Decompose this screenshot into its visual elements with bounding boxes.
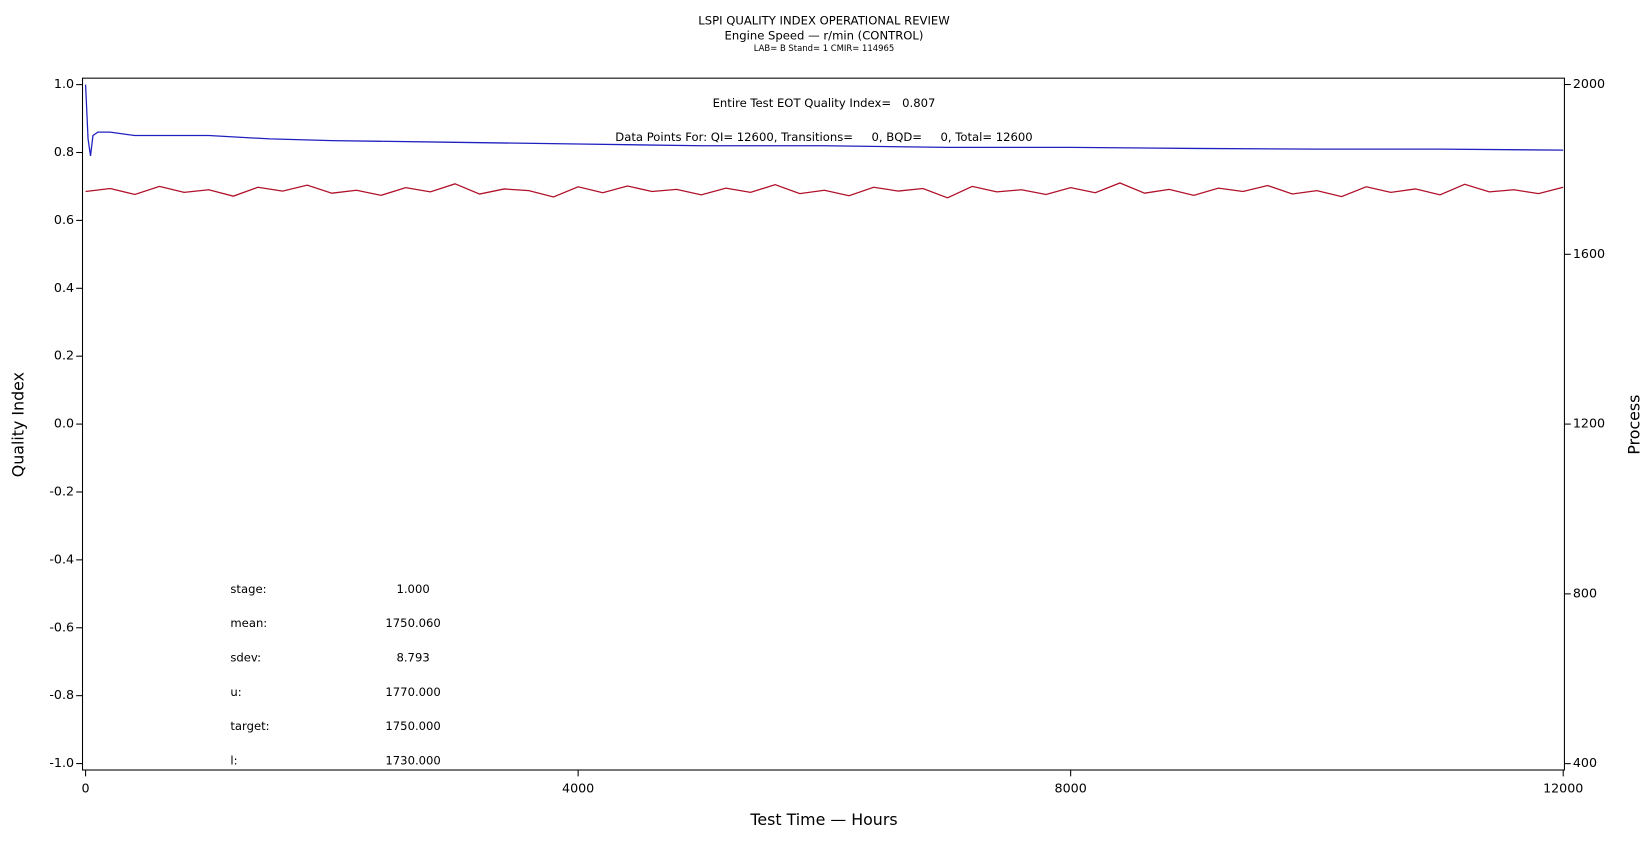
y-tick-label: 1.0 bbox=[54, 76, 74, 91]
y2-tick-label: 400 bbox=[1573, 755, 1597, 770]
y2-tick-label: 2000 bbox=[1573, 76, 1605, 91]
y-tick-label: 0.8 bbox=[54, 144, 74, 159]
x-tick-label: 4000 bbox=[562, 781, 594, 796]
y-tick-label: 0.6 bbox=[54, 212, 74, 227]
stat-label: stage: bbox=[230, 582, 266, 596]
annotation: Data Points For: QI= 12600, Transitions=… bbox=[615, 130, 1032, 144]
stat-label: sdev: bbox=[230, 651, 261, 665]
chart-subtitle: LAB= B Stand= 1 CMIR= 114965 bbox=[754, 43, 895, 53]
y-tick-label: -0.4 bbox=[49, 551, 74, 566]
chart-subtitle: Engine Speed — r/min (CONTROL) bbox=[725, 28, 924, 42]
stat-label: target: bbox=[230, 719, 269, 733]
y-tick-label: 0.4 bbox=[54, 280, 74, 295]
data-line bbox=[85, 182, 1564, 199]
stat-label: mean: bbox=[230, 616, 267, 630]
data-line bbox=[84, 84, 1564, 156]
y-tick-label: -0.2 bbox=[49, 483, 74, 498]
stat-label: u: bbox=[230, 685, 241, 699]
y2-axis-title: Process bbox=[1625, 395, 1644, 455]
stat-value: 1.000 bbox=[396, 582, 429, 596]
x-tick-label: 8000 bbox=[1055, 781, 1087, 796]
x-tick-label: 0 bbox=[82, 781, 90, 796]
stat-value: 1750.000 bbox=[385, 719, 440, 733]
y-tick-label: -0.6 bbox=[49, 619, 74, 634]
y-tick-label: 0.2 bbox=[54, 348, 74, 363]
x-tick-label: 12000 bbox=[1543, 781, 1583, 796]
y-tick-label: -1.0 bbox=[49, 755, 74, 770]
x-axis-title: Test Time — Hours bbox=[749, 810, 897, 829]
y-axis-title: Quality Index bbox=[9, 372, 28, 477]
chart-title: LSPI QUALITY INDEX OPERATIONAL REVIEW bbox=[698, 14, 950, 28]
stat-value: 1770.000 bbox=[385, 685, 440, 699]
y2-tick-label: 800 bbox=[1573, 585, 1597, 600]
annotation: Entire Test EOT Quality Index= 0.807 bbox=[713, 96, 936, 110]
y2-tick-label: 1600 bbox=[1573, 246, 1605, 261]
stat-value: 1750.060 bbox=[385, 616, 440, 630]
stat-label: l: bbox=[230, 754, 237, 768]
stat-value: 8.793 bbox=[396, 651, 429, 665]
plot-frame bbox=[81, 77, 1565, 771]
stat-value: 1730.000 bbox=[385, 754, 440, 768]
y-tick-label: 0.0 bbox=[54, 416, 74, 431]
y2-tick-label: 1200 bbox=[1573, 416, 1605, 431]
y-tick-label: -0.8 bbox=[49, 687, 74, 702]
